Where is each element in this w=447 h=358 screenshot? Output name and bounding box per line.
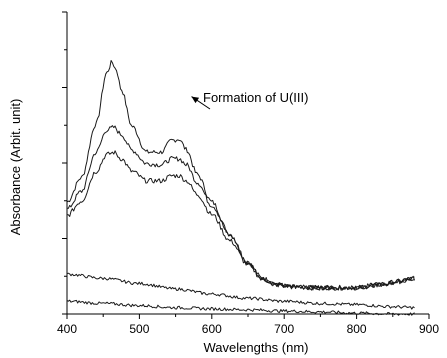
annotation-arrow-head [191,96,200,104]
x-axis-title: Wavelengths (nm) [204,340,309,355]
x-tick-label: 900 [419,322,439,336]
annotation: Formation of U(III) [191,90,308,110]
spectrum-line-2 [66,125,415,291]
annotation-label: Formation of U(III) [203,90,308,105]
spectrum-line-4 [66,272,415,310]
x-tick-label: 600 [202,322,222,336]
series-group [66,60,415,316]
spectrum-line-3 [66,150,415,291]
x-tick-label: 500 [129,322,149,336]
x-tick-label: 700 [274,322,294,336]
axes [66,12,429,315]
x-ticks: 400 500 600 700 800 900 [57,314,439,336]
x-tick-label: 800 [347,322,367,336]
y-ticks [62,11,67,315]
x-tick-label: 400 [57,322,77,336]
y-axis-title: Absorbance (Arbit. unit) [8,99,23,236]
spectrum-line-5 [66,299,415,316]
